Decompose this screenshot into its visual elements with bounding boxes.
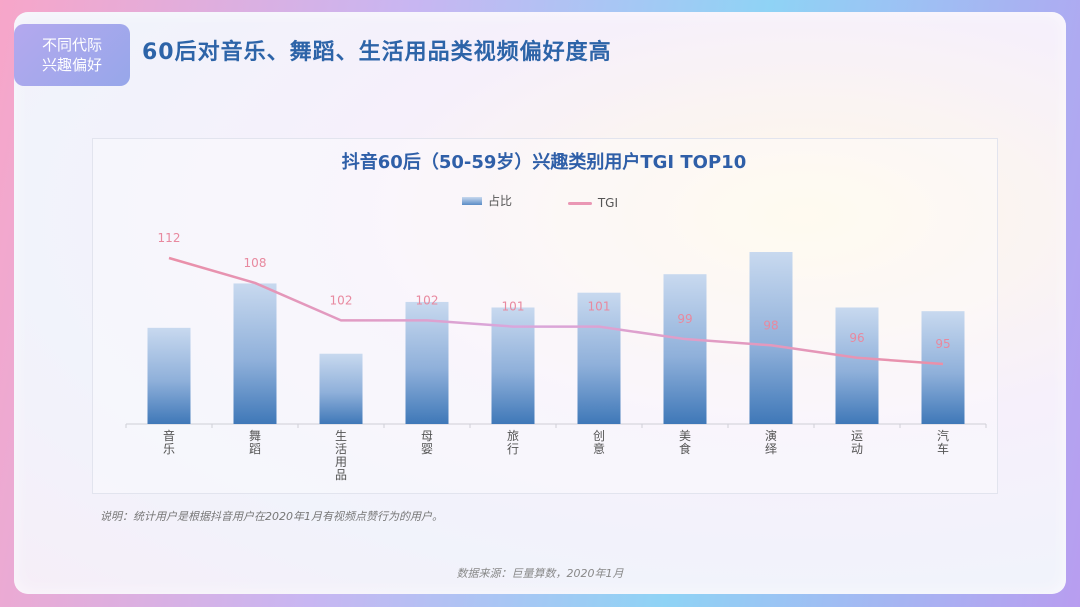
x-tick-label: 音乐: [163, 428, 175, 456]
bar-9: [835, 307, 879, 424]
bar-8: [749, 252, 793, 424]
tgi-data-label: 112: [158, 231, 181, 245]
tgi-data-label: 95: [935, 337, 950, 351]
section-tag-line1: 不同代际: [41, 36, 102, 54]
x-tick-label: 演绎: [765, 428, 777, 456]
tgi-data-label: 101: [502, 300, 525, 314]
legend-swatch-bar: [461, 196, 482, 205]
bar-6: [577, 292, 621, 424]
data-source: 数据来源：巨量算数，2020年1月: [456, 567, 624, 580]
x-tick-label: 舞蹈: [249, 429, 261, 456]
bar-2: [233, 283, 277, 424]
tgi-data-label: 108: [244, 256, 267, 270]
chart-title: 抖音60后（50-59岁）兴趣类别用户TGI TOP10: [341, 152, 747, 173]
footnote: 说明：统计用户是根据抖音用户在2020年1月有视频点赞行为的用户。: [100, 510, 443, 523]
legend-label-line: TGI: [597, 196, 618, 210]
tgi-data-label: 101: [588, 300, 611, 314]
tgi-data-label: 98: [763, 318, 778, 332]
legend-item-line: TGI: [567, 196, 618, 210]
x-tick-label: 运动: [851, 429, 863, 456]
page-title: 60后对音乐、舞蹈、生活用品类视频偏好度高: [142, 40, 612, 65]
bar-3: [319, 353, 363, 424]
tgi-line: [168, 256, 944, 366]
x-tick-label: 汽车: [937, 428, 949, 456]
chart-legend: 占比 TGI: [0, 192, 1080, 210]
legend-item-bar: 占比: [461, 192, 512, 209]
x-tick-label: 母婴: [421, 429, 433, 456]
section-tag-line2: 兴趣偏好: [41, 56, 102, 74]
tgi-data-label: 102: [330, 293, 353, 307]
legend-label-bar: 占比: [487, 194, 512, 208]
x-tick-label: 旅行: [507, 429, 519, 456]
bar-7: [663, 274, 707, 424]
legend-swatch-line: [567, 201, 592, 205]
x-tick-label: 创意: [593, 429, 605, 456]
x-tick-label: 美食: [679, 429, 691, 456]
bar-1: [147, 327, 191, 424]
tgi-data-label: 96: [849, 331, 864, 345]
bar-10: [921, 311, 965, 424]
content-card: [14, 12, 1066, 594]
tgi-data-label: 99: [677, 312, 692, 326]
tgi-data-label: 102: [416, 293, 439, 307]
section-tag: 不同代际 兴趣偏好: [14, 24, 130, 86]
x-tick-label: 生活用品: [335, 429, 347, 482]
